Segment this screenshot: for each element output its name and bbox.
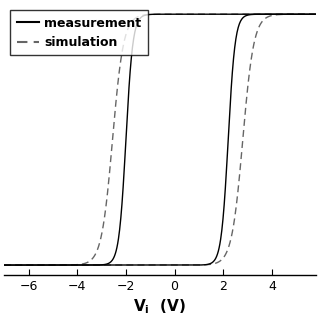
Legend: measurement, simulation: measurement, simulation: [11, 11, 148, 55]
X-axis label: $\mathbf{V_i}$  $\mathbf{(V)}$: $\mathbf{V_i}$ $\mathbf{(V)}$: [133, 297, 187, 316]
